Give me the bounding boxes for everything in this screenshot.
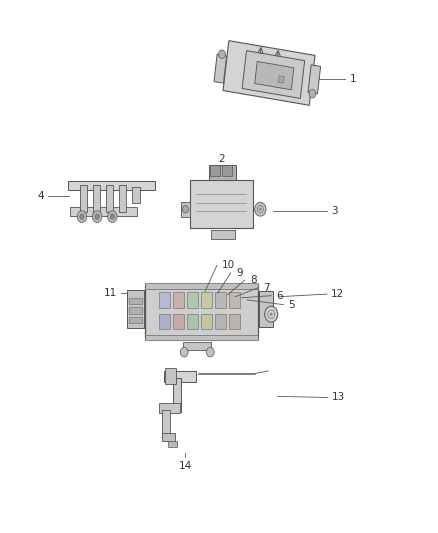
Circle shape (95, 214, 99, 219)
Polygon shape (183, 342, 212, 350)
Circle shape (92, 211, 102, 222)
Polygon shape (119, 185, 126, 213)
Text: 4: 4 (37, 191, 44, 201)
Text: 1: 1 (350, 74, 356, 84)
Text: 14: 14 (179, 461, 192, 471)
Polygon shape (181, 202, 190, 216)
Polygon shape (229, 314, 240, 328)
Text: 13: 13 (332, 392, 346, 402)
Polygon shape (173, 377, 181, 412)
Polygon shape (159, 403, 180, 413)
Polygon shape (165, 368, 176, 384)
Polygon shape (222, 165, 233, 176)
Circle shape (219, 50, 226, 59)
Polygon shape (208, 165, 236, 180)
Polygon shape (201, 314, 212, 328)
Polygon shape (163, 371, 196, 382)
Polygon shape (259, 291, 273, 327)
Text: 11: 11 (103, 288, 117, 298)
Text: 7: 7 (263, 282, 270, 293)
Circle shape (254, 203, 266, 216)
Polygon shape (162, 433, 176, 441)
Polygon shape (214, 54, 226, 83)
Text: 6: 6 (276, 290, 283, 301)
Polygon shape (190, 180, 253, 228)
Circle shape (180, 348, 188, 357)
Polygon shape (187, 314, 198, 328)
Polygon shape (70, 207, 138, 216)
Polygon shape (145, 284, 258, 340)
Polygon shape (159, 314, 170, 328)
Circle shape (183, 206, 188, 213)
Circle shape (265, 306, 278, 322)
Polygon shape (127, 290, 144, 328)
Polygon shape (159, 292, 170, 308)
Polygon shape (242, 51, 305, 99)
Polygon shape (168, 441, 177, 447)
Text: 2: 2 (218, 154, 225, 164)
Text: 8: 8 (250, 275, 257, 285)
Polygon shape (173, 314, 184, 328)
Circle shape (206, 348, 214, 357)
Polygon shape (212, 230, 235, 239)
Polygon shape (67, 181, 155, 190)
Polygon shape (145, 335, 258, 340)
Polygon shape (93, 185, 100, 213)
Polygon shape (215, 314, 226, 328)
Polygon shape (254, 61, 294, 90)
Polygon shape (173, 292, 184, 308)
Circle shape (259, 208, 261, 211)
Polygon shape (223, 41, 315, 106)
Circle shape (80, 214, 84, 219)
Circle shape (108, 211, 117, 222)
Text: 3: 3 (331, 206, 338, 216)
Polygon shape (145, 283, 258, 288)
Polygon shape (129, 308, 142, 314)
Polygon shape (215, 292, 226, 308)
Polygon shape (201, 292, 212, 308)
Text: 5: 5 (289, 300, 295, 310)
Polygon shape (129, 298, 142, 304)
Text: 9: 9 (236, 268, 243, 278)
Polygon shape (210, 165, 220, 176)
Polygon shape (162, 410, 170, 435)
Polygon shape (229, 292, 240, 308)
Circle shape (309, 90, 316, 98)
Polygon shape (308, 65, 321, 94)
Polygon shape (132, 188, 140, 204)
Circle shape (110, 214, 115, 219)
Polygon shape (278, 76, 284, 83)
Polygon shape (187, 292, 198, 308)
Text: 12: 12 (331, 289, 345, 299)
Circle shape (270, 313, 272, 316)
Polygon shape (80, 185, 87, 213)
Circle shape (77, 211, 87, 222)
Text: 10: 10 (222, 261, 235, 270)
Polygon shape (129, 317, 142, 323)
Polygon shape (106, 185, 113, 213)
